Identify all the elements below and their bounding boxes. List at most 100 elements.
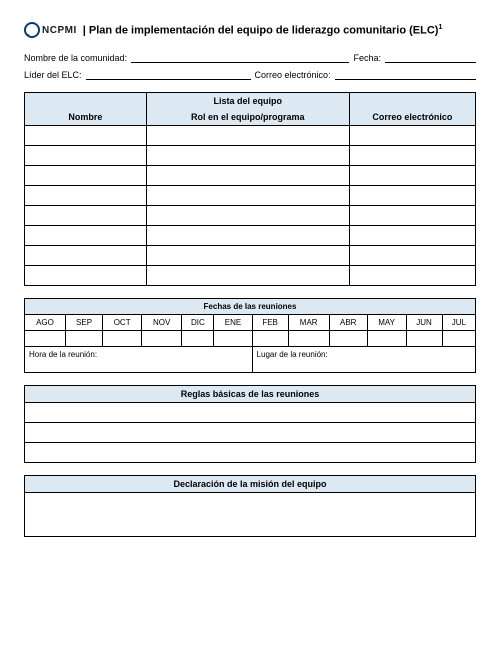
months-row: AGO SEP OCT NOV DIC ENE FEB MAR ABR MAY …	[25, 315, 476, 331]
email-input[interactable]	[335, 69, 476, 80]
meeting-time-label[interactable]: Hora de la reunión:	[25, 347, 253, 373]
cell[interactable]	[349, 226, 475, 246]
meeting-dates-section: Fechas de las reuniones AGO SEP OCT NOV …	[24, 298, 476, 373]
cell[interactable]	[349, 146, 475, 166]
col-email-header-top	[349, 93, 475, 110]
cell[interactable]	[25, 403, 476, 423]
cell[interactable]	[329, 331, 367, 347]
mission-table: Declaración de la misión del equipo	[24, 475, 476, 537]
logo-text: NCPMI	[42, 25, 77, 36]
cell[interactable]	[288, 331, 329, 347]
mission-header: Declaración de la misión del equipo	[25, 476, 476, 493]
cell[interactable]	[65, 331, 102, 347]
month-nov: NOV	[142, 315, 182, 331]
meeting-place-label[interactable]: Lugar de la reunión:	[252, 347, 475, 373]
meeting-info-row: Hora de la reunión: Lugar de la reunión:	[25, 347, 476, 373]
cell[interactable]	[349, 166, 475, 186]
table-row	[25, 166, 476, 186]
col-email-header: Correo electrónico	[349, 109, 475, 126]
rules-table: Reglas básicas de las reuniones	[24, 385, 476, 463]
community-label: Nombre de la comunidad:	[24, 53, 127, 63]
cell[interactable]	[25, 493, 476, 537]
table-row	[25, 266, 476, 286]
rules-section: Reglas básicas de las reuniones	[24, 385, 476, 463]
cell[interactable]	[349, 246, 475, 266]
table-row	[25, 423, 476, 443]
document-header: NCPMI | Plan de implementación del equip…	[24, 22, 476, 38]
community-date-row: Nombre de la comunidad: Fecha:	[24, 52, 476, 63]
cell[interactable]	[182, 331, 214, 347]
cell[interactable]	[146, 206, 349, 226]
cell[interactable]	[25, 166, 147, 186]
cell[interactable]	[214, 331, 252, 347]
date-label: Fecha:	[353, 53, 381, 63]
leader-email-row: Líder del ELC: Correo electrónico:	[24, 69, 476, 80]
cell[interactable]	[146, 126, 349, 146]
cell[interactable]	[442, 331, 475, 347]
table-row	[25, 126, 476, 146]
month-abr: ABR	[329, 315, 367, 331]
month-sep: SEP	[65, 315, 102, 331]
mission-section: Declaración de la misión del equipo	[24, 475, 476, 537]
cell[interactable]	[252, 331, 288, 347]
meetings-header: Fechas de las reuniones	[25, 299, 476, 315]
cell[interactable]	[146, 246, 349, 266]
cell[interactable]	[146, 166, 349, 186]
rules-header: Reglas básicas de las reuniones	[25, 386, 476, 403]
table-row	[25, 443, 476, 463]
table-row	[25, 403, 476, 423]
month-jun: JUN	[406, 315, 442, 331]
cell[interactable]	[142, 331, 182, 347]
table-row	[25, 226, 476, 246]
table-row	[25, 186, 476, 206]
cell[interactable]	[349, 186, 475, 206]
month-feb: FEB	[252, 315, 288, 331]
leader-input[interactable]	[86, 69, 251, 80]
table-row	[25, 493, 476, 537]
cell[interactable]	[406, 331, 442, 347]
col-name-header: Nombre	[25, 109, 147, 126]
month-may: MAY	[367, 315, 406, 331]
cell[interactable]	[25, 226, 147, 246]
title-text: | Plan de implementación del equipo de l…	[83, 24, 439, 36]
month-ago: AGO	[25, 315, 66, 331]
ncpmi-logo: NCPMI	[24, 22, 77, 38]
cell[interactable]	[25, 443, 476, 463]
team-list-title: Lista del equipo	[146, 93, 349, 110]
cell[interactable]	[349, 266, 475, 286]
month-jul: JUL	[442, 315, 475, 331]
cell[interactable]	[146, 186, 349, 206]
cell[interactable]	[25, 146, 147, 166]
cell[interactable]	[367, 331, 406, 347]
cell[interactable]	[25, 246, 147, 266]
month-mar: MAR	[288, 315, 329, 331]
cell[interactable]	[349, 126, 475, 146]
month-ene: ENE	[214, 315, 252, 331]
cell[interactable]	[25, 266, 147, 286]
meeting-dates-table: Fechas de las reuniones AGO SEP OCT NOV …	[24, 298, 476, 373]
cell[interactable]	[146, 266, 349, 286]
cell[interactable]	[146, 226, 349, 246]
col-role-header: Rol en el equipo/programa	[146, 109, 349, 126]
cell[interactable]	[25, 126, 147, 146]
month-oct: OCT	[103, 315, 142, 331]
month-dic: DIC	[182, 315, 214, 331]
document-title: | Plan de implementación del equipo de l…	[83, 24, 443, 37]
team-list-section: Lista del equipo Nombre Rol en el equipo…	[24, 92, 476, 286]
col-name-header-top	[25, 93, 147, 110]
cell[interactable]	[349, 206, 475, 226]
title-superscript: 1	[438, 24, 442, 31]
date-input[interactable]	[385, 52, 476, 63]
table-row	[25, 206, 476, 226]
cell[interactable]	[25, 423, 476, 443]
table-row	[25, 246, 476, 266]
cell[interactable]	[25, 186, 147, 206]
cell[interactable]	[25, 206, 147, 226]
team-list-table: Lista del equipo Nombre Rol en el equipo…	[24, 92, 476, 286]
cell[interactable]	[146, 146, 349, 166]
logo-swirl-icon	[24, 22, 40, 38]
months-values-row	[25, 331, 476, 347]
cell[interactable]	[25, 331, 66, 347]
cell[interactable]	[103, 331, 142, 347]
community-input[interactable]	[131, 52, 349, 63]
